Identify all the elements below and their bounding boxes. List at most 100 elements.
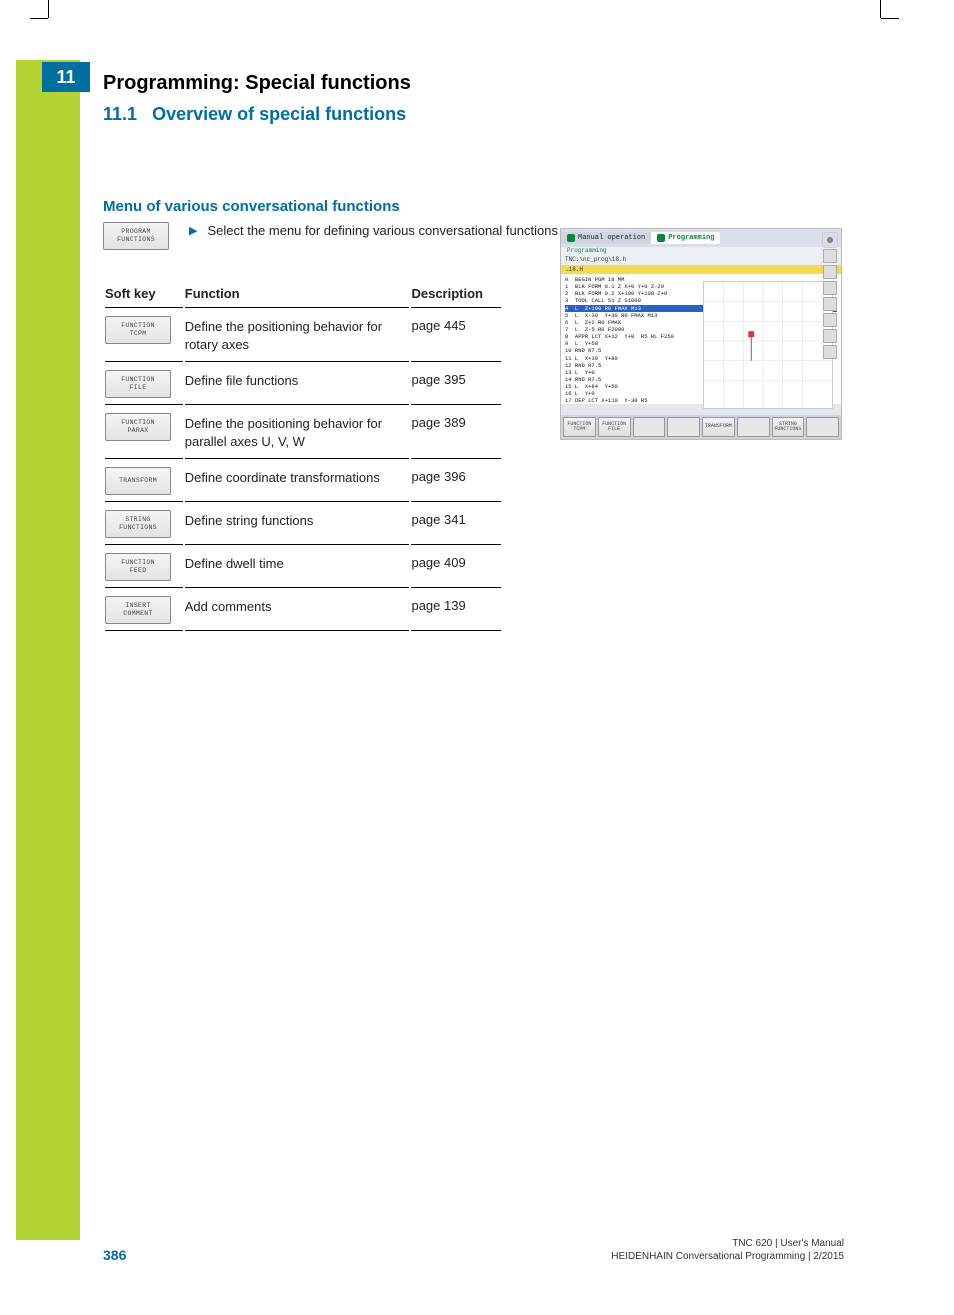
softkey-line1: INSERT — [125, 602, 150, 610]
footer-line2: HEIDENHAIN Conversational Programming | … — [611, 1250, 844, 1263]
table-row: FUNCTIONFILEDefine file functionspage 39… — [105, 364, 501, 405]
softkey-line2: FILE — [130, 384, 147, 392]
screenshot-softkey: FUNCTIONFILE — [598, 417, 631, 437]
col-header-function: Function — [185, 282, 410, 308]
col-header-softkey: Soft key — [105, 282, 183, 308]
description-cell: page 445 — [411, 310, 501, 362]
softkey-line1: FUNCTION — [121, 376, 155, 384]
function-cell: Define coordinate transformations — [185, 461, 410, 502]
chapter-title: Programming: Special functions — [103, 72, 411, 95]
side-icon — [823, 281, 837, 295]
softkey-line2: TCPM — [130, 330, 147, 338]
side-tab-bar — [16, 60, 80, 1240]
softkey-cell: FUNCTIONPARAX — [105, 407, 183, 459]
softkey-button: INSERTCOMMENT — [105, 596, 171, 624]
softkey-cell: TRANSFORM — [105, 461, 183, 502]
function-cell: Define the positioning behavior for rota… — [185, 310, 410, 362]
screenshot-softkey — [806, 417, 839, 437]
tab-icon — [567, 234, 575, 242]
screenshot-header: Manual operation Programming — [561, 229, 841, 247]
softkey-cell: FUNCTIONFEED — [105, 547, 183, 588]
screenshot-subtab: Programming — [561, 247, 841, 254]
col-header-description: Description — [411, 282, 501, 308]
screenshot-tab-manual: Manual operation — [561, 232, 651, 244]
softkey-line1: FUNCTION — [121, 559, 155, 567]
description-cell: page 409 — [411, 547, 501, 588]
softkey-button: TRANSFORM — [105, 467, 171, 495]
softkey-button: FUNCTIONTCPM — [105, 316, 171, 344]
function-cell: Define string functions — [185, 504, 410, 545]
table-row: FUNCTIONPARAX Define the positioning beha… — [105, 407, 501, 459]
tab-icon — [657, 234, 665, 242]
screenshot-softkey — [667, 417, 700, 437]
softkey-line1: FUNCTION — [121, 322, 155, 330]
crop-mark — [881, 18, 899, 19]
function-cell: Define the positioning behavior for para… — [185, 407, 410, 459]
crop-mark — [48, 0, 49, 18]
side-icon — [823, 265, 837, 279]
softkey-line2: PARAX — [127, 427, 148, 435]
softkey-line2: FUNCTIONS — [117, 236, 155, 244]
table-row: INSERTCOMMENT Add commentspage 139 — [105, 590, 501, 631]
description-cell: page 139 — [411, 590, 501, 631]
cnc-screenshot: Manual operation Programming Programming… — [560, 228, 842, 440]
page-number: 386 — [103, 1247, 126, 1263]
intro-text: ▶ Select the menu for defining various c… — [189, 222, 558, 240]
screenshot-file-header: →18.H — [561, 265, 841, 274]
softkey-cell: FUNCTIONTCPM — [105, 310, 183, 362]
footer-line1: TNC 620 | User's Manual — [611, 1237, 844, 1250]
screenshot-softkey: STRINGFUNCTIONS — [772, 417, 805, 437]
tab-label: Programming — [668, 234, 714, 242]
softkey-line1: FUNCTION — [121, 419, 155, 427]
softkey-cell: STRINGFUNCTIONS — [105, 504, 183, 545]
softkey-line1: TRANSFORM — [119, 477, 157, 485]
screenshot-softkey — [737, 417, 770, 437]
intro-text-content: Select the menu for defining various con… — [207, 222, 557, 240]
crop-mark — [880, 0, 881, 18]
chapter-number-badge: 11 — [42, 62, 90, 92]
softkey-line1: PROGRAM — [121, 228, 150, 236]
crop-mark — [30, 18, 48, 19]
function-cell: Define dwell time — [185, 547, 410, 588]
softkey-button: FUNCTIONFEED — [105, 553, 171, 581]
toolpath-preview-icon — [704, 282, 832, 408]
heidenhain-logo-icon — [822, 232, 838, 248]
side-icon — [823, 329, 837, 343]
screenshot-graphics-panel — [703, 281, 833, 409]
screenshot-softkey-row: FUNCTIONTCPMFUNCTIONFILE TRANSFORM STRINGF… — [561, 415, 841, 439]
triangle-bullet-icon: ▶ — [189, 222, 197, 240]
softkey-button: FUNCTIONPARAX — [105, 413, 171, 441]
screenshot-path: TNC:\nc_prog\18.h — [561, 254, 841, 265]
softkey-line2: COMMENT — [123, 610, 152, 618]
screenshot-side-icons — [823, 249, 839, 359]
table-row: FUNCTIONTCPM Define the positioning behav… — [105, 310, 501, 362]
screenshot-softkey: TRANSFORM — [702, 417, 735, 437]
softkey-cell: FUNCTIONFILE — [105, 364, 183, 405]
table-row: FUNCTIONFEED Define dwell timepage 409 — [105, 547, 501, 588]
table-row: STRINGFUNCTIONSDefine string functionspa… — [105, 504, 501, 545]
softkey-button: STRINGFUNCTIONS — [105, 510, 171, 538]
softkey-program-functions: PROGRAM FUNCTIONS — [103, 222, 169, 250]
screenshot-tab-programming: Programming — [651, 232, 720, 244]
section-title: 11.1 Overview of special functions — [103, 104, 406, 125]
softkey-button: FUNCTIONFILE — [105, 370, 171, 398]
side-icon — [823, 297, 837, 311]
tab-label: Manual operation — [578, 234, 645, 242]
description-cell: page 396 — [411, 461, 501, 502]
function-cell: Add comments — [185, 590, 410, 631]
functions-table: Soft key Function Description FUNCTIONTC… — [103, 280, 503, 633]
subsection-title: Menu of various conversational functions — [103, 198, 400, 215]
screenshot-softkey — [633, 417, 666, 437]
screenshot-softkey: FUNCTIONTCPM — [563, 417, 596, 437]
description-cell: page 389 — [411, 407, 501, 459]
table-row: TRANSFORM Define coordinate transformatio… — [105, 461, 501, 502]
function-cell: Define file functions — [185, 364, 410, 405]
section-number: 11.1 — [103, 104, 137, 124]
softkey-line1: STRING — [125, 516, 150, 524]
side-icon — [823, 249, 837, 263]
footer-text: TNC 620 | User's Manual HEIDENHAIN Conve… — [611, 1237, 844, 1263]
softkey-cell: INSERTCOMMENT — [105, 590, 183, 631]
softkey-line2: FEED — [130, 567, 147, 575]
side-icon — [823, 345, 837, 359]
intro-row: PROGRAM FUNCTIONS ▶ Select the menu for … — [103, 222, 558, 250]
